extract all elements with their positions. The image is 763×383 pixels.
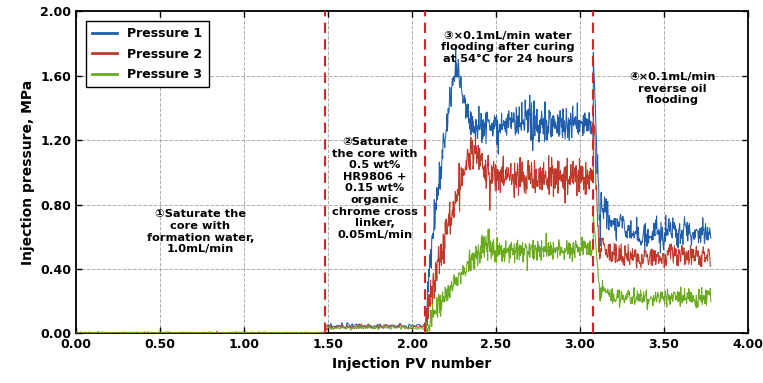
Text: ④×0.1mL/min
reverse oil
flooding: ④×0.1mL/min reverse oil flooding (629, 72, 716, 105)
Legend: Pressure 1, Pressure 2, Pressure 3: Pressure 1, Pressure 2, Pressure 3 (86, 21, 208, 87)
Y-axis label: Injection pressure, MPa: Injection pressure, MPa (21, 80, 35, 265)
Text: ③×0.1mL/min water
flooding after curing
at 54°C for 24 hours: ③×0.1mL/min water flooding after curing … (441, 31, 575, 64)
Text: ①Saturate the
core with
formation water,
1.0mL/min: ①Saturate the core with formation water,… (146, 210, 254, 254)
Text: ②Saturate
the core with
0.5 wt%
HR9806 +
0.15 wt%
organic
chrome cross
linker,
0: ②Saturate the core with 0.5 wt% HR9806 +… (332, 137, 418, 240)
X-axis label: Injection PV number: Injection PV number (333, 357, 491, 371)
